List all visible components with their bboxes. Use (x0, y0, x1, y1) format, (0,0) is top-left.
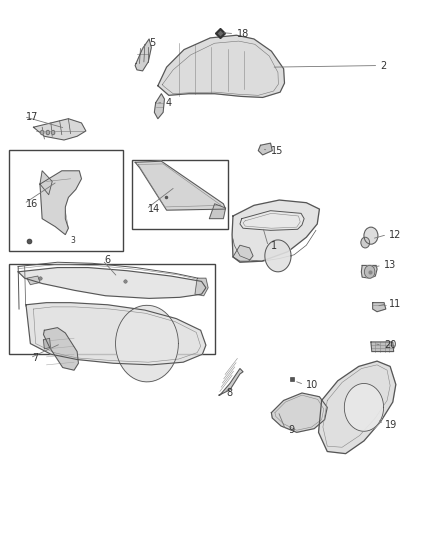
Text: 19: 19 (385, 420, 397, 430)
Text: 8: 8 (227, 388, 233, 398)
Text: 20: 20 (384, 340, 396, 350)
Text: 7: 7 (32, 353, 39, 363)
Polygon shape (33, 119, 86, 140)
Polygon shape (27, 276, 40, 285)
Text: 15: 15 (271, 146, 283, 156)
Bar (132, 160, 228, 229)
Text: 5: 5 (149, 38, 155, 48)
Polygon shape (361, 265, 377, 278)
Polygon shape (371, 342, 394, 352)
Text: 9: 9 (288, 425, 294, 435)
Polygon shape (40, 171, 52, 195)
Circle shape (51, 131, 55, 135)
Text: 2: 2 (381, 61, 387, 70)
Circle shape (40, 131, 44, 135)
Polygon shape (135, 161, 226, 210)
Polygon shape (272, 393, 327, 432)
Polygon shape (240, 211, 304, 230)
Text: 18: 18 (237, 29, 249, 39)
Polygon shape (232, 200, 319, 262)
Circle shape (364, 265, 375, 278)
Text: 4: 4 (166, 98, 172, 108)
Circle shape (46, 131, 49, 135)
Polygon shape (219, 368, 243, 395)
Polygon shape (318, 361, 396, 454)
Polygon shape (43, 338, 50, 349)
Text: 16: 16 (26, 199, 38, 209)
Polygon shape (158, 35, 285, 98)
Polygon shape (116, 305, 178, 382)
Circle shape (364, 227, 378, 244)
Polygon shape (154, 94, 164, 119)
Text: 13: 13 (384, 261, 396, 270)
Polygon shape (373, 303, 386, 312)
Text: 11: 11 (389, 298, 402, 309)
Text: 10: 10 (306, 379, 318, 390)
Text: 6: 6 (105, 255, 111, 265)
Polygon shape (135, 39, 151, 71)
Polygon shape (265, 240, 291, 272)
Polygon shape (209, 204, 226, 219)
Polygon shape (26, 303, 206, 365)
Polygon shape (344, 383, 384, 431)
Bar (10, 150, 123, 251)
Text: 3: 3 (70, 237, 75, 246)
Text: 17: 17 (26, 111, 39, 122)
Polygon shape (40, 171, 81, 235)
Polygon shape (18, 268, 206, 298)
Text: 12: 12 (389, 230, 402, 240)
Polygon shape (43, 328, 78, 370)
Bar (10, 264, 215, 354)
Polygon shape (195, 278, 208, 296)
Text: 1: 1 (271, 241, 277, 251)
Polygon shape (258, 143, 272, 155)
Text: 14: 14 (148, 204, 160, 214)
Circle shape (361, 237, 370, 248)
Polygon shape (233, 245, 253, 261)
